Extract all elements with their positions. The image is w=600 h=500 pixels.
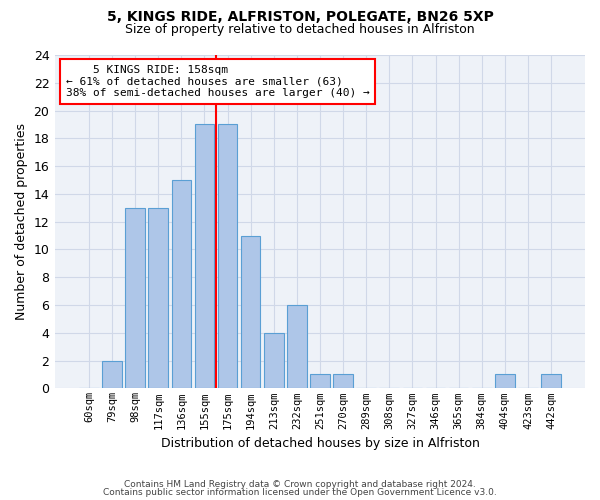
Text: Contains public sector information licensed under the Open Government Licence v3: Contains public sector information licen…: [103, 488, 497, 497]
Bar: [172, 180, 191, 388]
Bar: [148, 208, 168, 388]
Bar: [333, 374, 353, 388]
Text: Size of property relative to detached houses in Alfriston: Size of property relative to detached ho…: [125, 22, 475, 36]
Text: Contains HM Land Registry data © Crown copyright and database right 2024.: Contains HM Land Registry data © Crown c…: [124, 480, 476, 489]
Y-axis label: Number of detached properties: Number of detached properties: [15, 123, 28, 320]
Text: 5 KINGS RIDE: 158sqm    
← 61% of detached houses are smaller (63)
38% of semi-d: 5 KINGS RIDE: 158sqm ← 61% of detached h…: [65, 65, 370, 98]
Bar: [495, 374, 515, 388]
Bar: [102, 360, 122, 388]
Bar: [541, 374, 561, 388]
X-axis label: Distribution of detached houses by size in Alfriston: Distribution of detached houses by size …: [161, 437, 479, 450]
Bar: [125, 208, 145, 388]
Text: 5, KINGS RIDE, ALFRISTON, POLEGATE, BN26 5XP: 5, KINGS RIDE, ALFRISTON, POLEGATE, BN26…: [107, 10, 493, 24]
Bar: [287, 305, 307, 388]
Bar: [241, 236, 260, 388]
Bar: [194, 124, 214, 388]
Bar: [310, 374, 330, 388]
Bar: [218, 124, 238, 388]
Bar: [264, 333, 284, 388]
